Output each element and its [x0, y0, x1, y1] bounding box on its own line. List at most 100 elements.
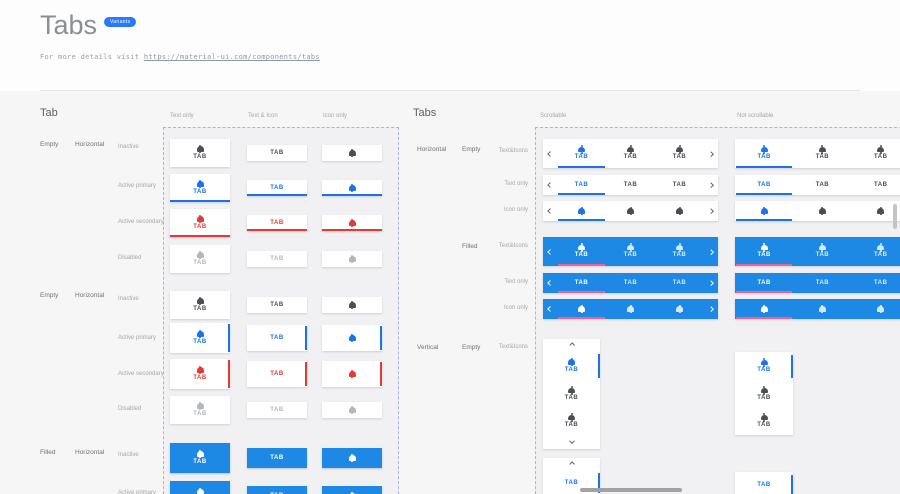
tab[interactable]: [793, 299, 851, 319]
tab-specimen[interactable]: TAB: [170, 139, 230, 167]
tab[interactable]: TAB: [852, 139, 900, 168]
tab-active[interactable]: TAB: [735, 237, 793, 266]
tab[interactable]: TAB: [655, 139, 704, 168]
tab[interactable]: TAB: [672, 280, 687, 286]
tab[interactable]: TAB: [815, 182, 830, 188]
vertical-tab-list-scrollable[interactable]: TAB TAB TAB: [543, 339, 600, 449]
scroll-left-button[interactable]: [543, 201, 557, 221]
tab[interactable]: TAB: [543, 408, 600, 435]
tab-specimen[interactable]: TAB: [170, 245, 230, 273]
tab-bar-filled-notscrollable-icononly[interactable]: [735, 299, 900, 319]
tab-specimen[interactable]: TAB: [170, 291, 230, 319]
tab-specimen[interactable]: TAB: [170, 174, 230, 202]
scroll-left-button[interactable]: [543, 299, 557, 319]
tab-bar-filled-notscrollable-texticons[interactable]: TAB TAB TAB: [735, 237, 900, 266]
tab-specimen[interactable]: [322, 251, 382, 267]
scroll-right-button[interactable]: [704, 201, 718, 221]
tab-active[interactable]: TAB: [557, 237, 606, 266]
tab-specimen[interactable]: TAB: [170, 359, 230, 389]
tab-specimen[interactable]: [322, 486, 382, 494]
tab[interactable]: TAB: [672, 182, 687, 188]
tab-specimen[interactable]: TAB: [247, 215, 307, 231]
scroll-right-button[interactable]: [704, 237, 718, 266]
tab-active[interactable]: TAB: [557, 139, 606, 168]
tab-active[interactable]: TAB: [735, 139, 793, 168]
tab[interactable]: TAB: [874, 182, 888, 188]
tab[interactable]: TAB: [623, 182, 638, 188]
tab-specimen[interactable]: TAB: [247, 361, 307, 387]
tab-active[interactable]: TAB: [735, 352, 793, 381]
tab-active[interactable]: [557, 201, 606, 221]
tab[interactable]: TAB: [606, 139, 655, 168]
scroll-right-button[interactable]: [704, 273, 718, 293]
scroll-left-button[interactable]: [543, 139, 557, 168]
tab[interactable]: TAB: [623, 280, 638, 286]
tab-specimen[interactable]: [322, 180, 382, 196]
tab-active[interactable]: TAB: [543, 470, 600, 494]
scroll-up-button[interactable]: [543, 339, 600, 351]
tab[interactable]: [606, 299, 655, 319]
tab-specimen[interactable]: TAB: [170, 443, 230, 473]
scroll-up-button[interactable]: [543, 458, 600, 470]
tab-specimen[interactable]: [322, 145, 382, 161]
tab-bar-filled-scrollable-texticons[interactable]: TAB TAB TAB: [543, 237, 718, 266]
tab-specimen[interactable]: TAB: [247, 297, 307, 313]
tab[interactable]: TAB: [655, 237, 704, 266]
tab-bar-notscrollable-icononly[interactable]: [735, 201, 900, 221]
tab[interactable]: TAB: [543, 381, 600, 408]
tab-active[interactable]: [735, 299, 793, 319]
tab-bar-filled-scrollable-icononly[interactable]: [543, 299, 718, 319]
scroll-right-button[interactable]: [704, 175, 718, 195]
tab-active[interactable]: TAB: [735, 175, 793, 195]
scroll-left-button[interactable]: [543, 237, 557, 266]
tab-specimen[interactable]: [322, 297, 382, 313]
tab[interactable]: [852, 299, 900, 319]
tab-specimen[interactable]: TAB: [170, 396, 230, 424]
tab[interactable]: TAB: [815, 280, 830, 286]
scroll-right-button[interactable]: [704, 299, 718, 319]
tab-active[interactable]: [735, 201, 793, 221]
tab[interactable]: TAB: [735, 408, 793, 435]
tab[interactable]: TAB: [874, 280, 888, 286]
scroll-left-button[interactable]: [543, 273, 557, 293]
tab[interactable]: TAB: [852, 237, 900, 266]
vertical-tab-list-notscrollable-textonly[interactable]: TAB: [735, 472, 793, 494]
tab-active[interactable]: TAB: [735, 472, 793, 494]
tab[interactable]: TAB: [735, 381, 793, 408]
tab[interactable]: TAB: [606, 237, 655, 266]
tab-specimen[interactable]: [322, 325, 382, 351]
tab-active[interactable]: TAB: [735, 273, 793, 293]
vertical-scrollbar-thumb[interactable]: [893, 204, 897, 229]
tab[interactable]: TAB: [793, 237, 851, 266]
scroll-left-button[interactable]: [543, 175, 557, 195]
tab-bar-scrollable-textonly[interactable]: TAB TAB TAB: [543, 175, 718, 195]
tab-specimen[interactable]: TAB: [247, 145, 307, 161]
tab[interactable]: [852, 201, 900, 221]
tab-specimen[interactable]: TAB: [247, 448, 307, 468]
tab-specimen[interactable]: TAB: [170, 323, 230, 353]
scroll-right-button[interactable]: [704, 139, 718, 168]
tab[interactable]: [655, 299, 704, 319]
tab[interactable]: [606, 201, 655, 221]
tab-active[interactable]: [557, 299, 606, 319]
tab-active[interactable]: TAB: [557, 273, 606, 293]
tab-bar-scrollable-texticons[interactable]: TAB TAB TAB: [543, 139, 718, 168]
horizontal-scrollbar-thumb[interactable]: [580, 488, 682, 492]
vertical-tab-list-notscrollable[interactable]: TAB TAB TAB: [735, 352, 793, 435]
tab-specimen[interactable]: TAB: [247, 251, 307, 267]
tab-specimen[interactable]: [322, 215, 382, 231]
tab-specimen[interactable]: [322, 402, 382, 418]
tab-bar-notscrollable-textonly[interactable]: TAB TAB TAB: [735, 175, 900, 195]
tab-specimen[interactable]: TAB: [170, 209, 230, 237]
tab-active[interactable]: TAB: [543, 351, 600, 381]
tab-specimen[interactable]: TAB: [247, 180, 307, 196]
tab-specimen[interactable]: TAB: [170, 481, 230, 494]
tab-specimen[interactable]: TAB: [247, 325, 307, 351]
tab-bar-filled-scrollable-textonly[interactable]: TAB TAB TAB: [543, 273, 718, 293]
tab-specimen[interactable]: TAB: [247, 486, 307, 494]
docs-link[interactable]: https://material-ui.com/components/tabs: [143, 53, 320, 61]
tab-specimen[interactable]: TAB: [247, 402, 307, 418]
tab-bar-scrollable-icononly[interactable]: [543, 201, 718, 221]
scroll-down-button[interactable]: [543, 435, 600, 447]
tab-bar-notscrollable-texticons[interactable]: TAB TAB TAB: [735, 139, 900, 168]
